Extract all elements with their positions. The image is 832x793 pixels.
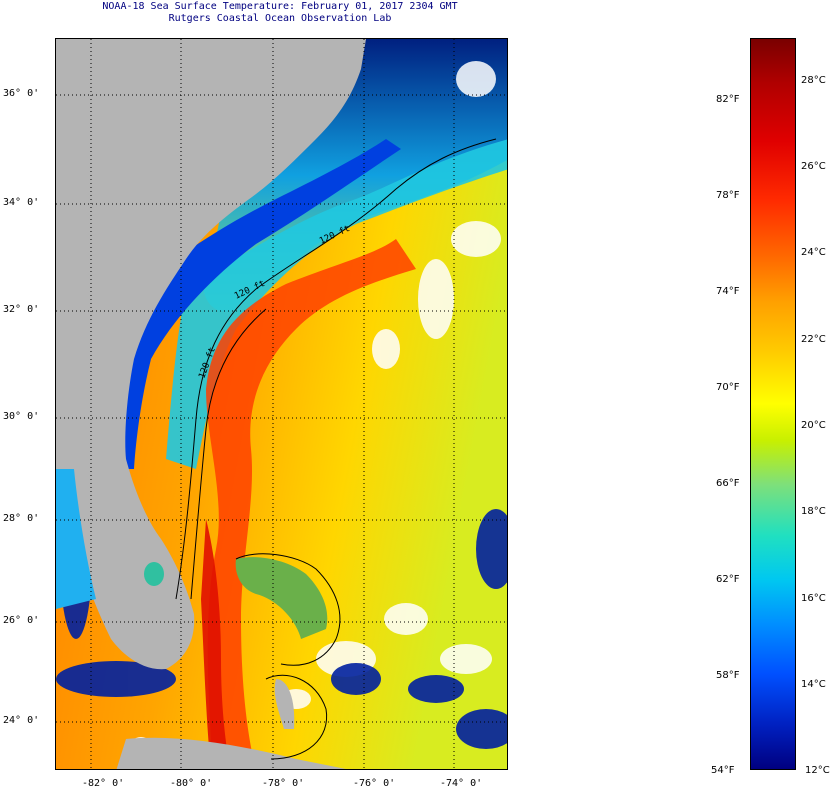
lat-label-28: 28° 0'	[3, 513, 40, 524]
cbar-f-82: 82°F	[716, 94, 740, 105]
us-landmass	[56, 39, 366, 459]
cbar-c-24: 24°C	[801, 247, 826, 258]
chart-title-line-2: Rutgers Coastal Ocean Observation Lab	[168, 13, 392, 24]
lat-label-32: 32° 0'	[3, 304, 40, 315]
bahamas-shoals	[235, 557, 328, 639]
chart-title-line-1: NOAA-18 Sea Surface Temperature: Februar…	[102, 1, 458, 12]
shelf-cyan-band	[166, 139, 507, 469]
gulf-stream-red-core	[201, 519, 231, 769]
lat-label-36: 36° 0'	[3, 88, 40, 99]
lat-label-26: 26° 0'	[3, 615, 40, 626]
lon-label-82: -82° 0'	[82, 778, 125, 789]
cbar-c-20: 20°C	[801, 420, 826, 431]
cbar-c-28: 28°C	[801, 75, 826, 86]
cbar-f-70: 70°F	[716, 382, 740, 393]
cbar-c-26: 26°C	[801, 161, 826, 172]
lat-label-24: 24° 0'	[3, 715, 40, 726]
cbar-c-18: 18°C	[801, 506, 826, 517]
cbar-f-78: 78°F	[716, 190, 740, 201]
cbar-c-16: 16°C	[801, 593, 826, 604]
cbar-c-12: 12°C	[805, 765, 830, 776]
cbar-c-14: 14°C	[801, 679, 826, 690]
lon-label-80: -80° 0'	[170, 778, 213, 789]
lon-label-74: -74° 0'	[440, 778, 483, 789]
gulf-coast-water	[56, 469, 96, 609]
cbar-f-58: 58°F	[716, 670, 740, 681]
cbar-f-54: 54°F	[711, 765, 735, 776]
lon-label-76: -76° 0'	[353, 778, 396, 789]
lake-okeechobee	[144, 562, 164, 586]
cbar-f-66: 66°F	[716, 478, 740, 489]
cbar-f-62: 62°F	[716, 574, 740, 585]
lon-label-78: -78° 0'	[262, 778, 305, 789]
lat-label-34: 34° 0'	[3, 197, 40, 208]
sst-map: 120 ft 120 ft 120 ft	[55, 38, 508, 770]
bathymetry-contours	[175, 138, 497, 760]
andros-island	[274, 679, 295, 729]
temperature-colorbar	[750, 38, 796, 770]
cbar-c-22: 22°C	[801, 334, 826, 345]
lat-label-30: 30° 0'	[3, 411, 40, 422]
gulf-stream	[206, 239, 416, 769]
cbar-f-74: 74°F	[716, 286, 740, 297]
coastal-blue-band	[116, 139, 401, 469]
cuba	[116, 737, 346, 769]
